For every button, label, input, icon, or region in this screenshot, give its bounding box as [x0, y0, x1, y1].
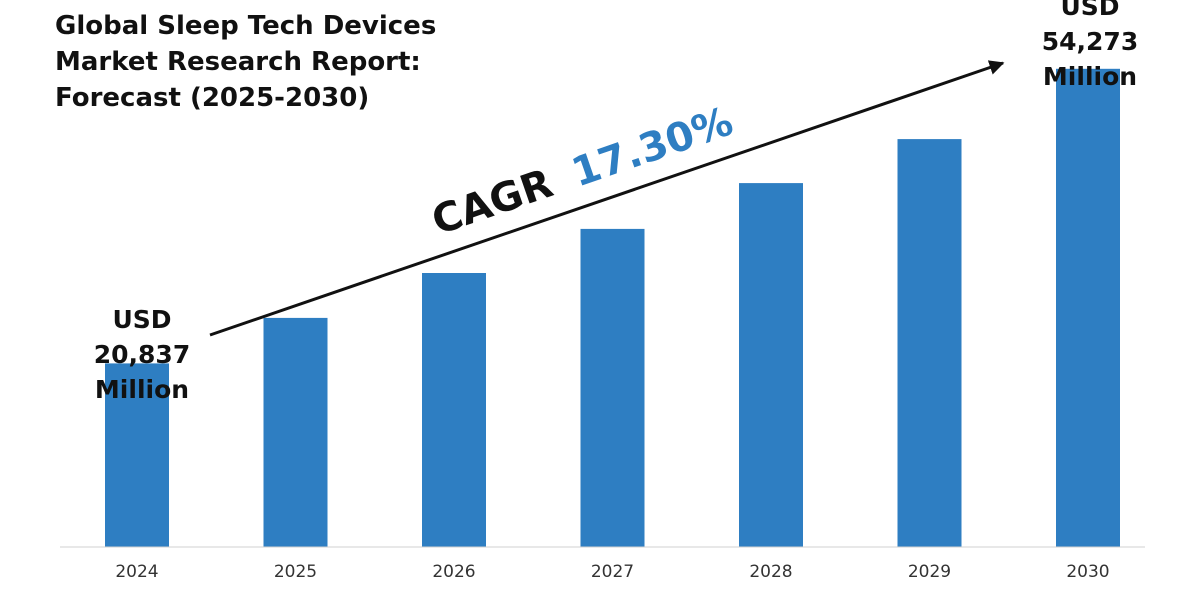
start-callout-line-2: 20,837 [94, 340, 190, 369]
x-tick-label-2028: 2028 [749, 562, 792, 582]
cagr-label: CAGR [426, 161, 558, 245]
x-tick-labels: 2024 2025 2026 2027 2028 2029 2030 [115, 562, 1109, 582]
cagr-annotation: CAGR 17.30% [426, 99, 738, 245]
end-callout-line-2: 54,273 [1042, 27, 1138, 56]
chart-title-line-1: Global Sleep Tech Devices [55, 11, 437, 41]
start-value-callout: USD 20,837 Million [94, 305, 190, 404]
bar-2028 [739, 183, 803, 547]
x-tick-label-2025: 2025 [274, 562, 317, 582]
start-callout-line-1: USD [112, 305, 171, 334]
end-callout-line-1: USD [1060, 0, 1119, 21]
bar-2027 [580, 228, 645, 547]
cagr-trend-arrow [209, 60, 1005, 337]
bar-2029 [897, 139, 962, 547]
end-value-callout: USD 54,273 Million [1042, 0, 1138, 91]
chart-title: Global Sleep Tech Devices Market Researc… [55, 8, 475, 116]
bars-group [105, 68, 1120, 548]
x-tick-label-2030: 2030 [1066, 562, 1109, 582]
bar-2025 [263, 317, 328, 547]
cagr-value: 17.30% [566, 99, 739, 197]
end-callout-line-3: Million [1043, 62, 1137, 91]
x-tick-label-2027: 2027 [591, 562, 634, 582]
bar-2030 [1056, 68, 1120, 548]
chart-title-line-3: Forecast (2025-2030) [55, 83, 370, 113]
bar-2024 [105, 363, 169, 547]
chart-title-line-2: Market Research Report: [55, 47, 421, 77]
x-tick-label-2024: 2024 [115, 562, 158, 582]
start-callout-line-3: Million [95, 375, 189, 404]
x-tick-label-2026: 2026 [432, 562, 475, 582]
bar-2026 [422, 273, 486, 547]
x-tick-label-2029: 2029 [908, 562, 951, 582]
